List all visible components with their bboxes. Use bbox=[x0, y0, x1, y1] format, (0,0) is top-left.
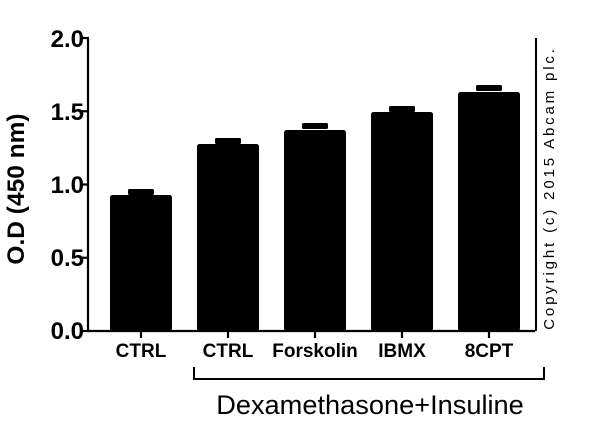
svg-text:0.0: 0.0 bbox=[51, 318, 84, 345]
svg-text:O.D (450 nm): O.D (450 nm) bbox=[3, 113, 30, 264]
svg-text:IBMX: IBMX bbox=[378, 341, 426, 362]
svg-text:2.0: 2.0 bbox=[51, 26, 84, 53]
svg-text:0.5: 0.5 bbox=[51, 245, 84, 272]
svg-text:Copyright (c) 2015 Abcam plc.: Copyright (c) 2015 Abcam plc. bbox=[541, 46, 558, 330]
svg-text:Dexamethasone+Insuline: Dexamethasone+Insuline bbox=[216, 389, 524, 420]
svg-text:Forskolin: Forskolin bbox=[272, 341, 358, 362]
svg-text:1.5: 1.5 bbox=[51, 99, 84, 126]
svg-text:1.0: 1.0 bbox=[51, 172, 84, 199]
svg-text:CTRL: CTRL bbox=[116, 341, 167, 362]
svg-text:8CPT: 8CPT bbox=[465, 341, 514, 362]
svg-text:CTRL: CTRL bbox=[203, 341, 254, 362]
